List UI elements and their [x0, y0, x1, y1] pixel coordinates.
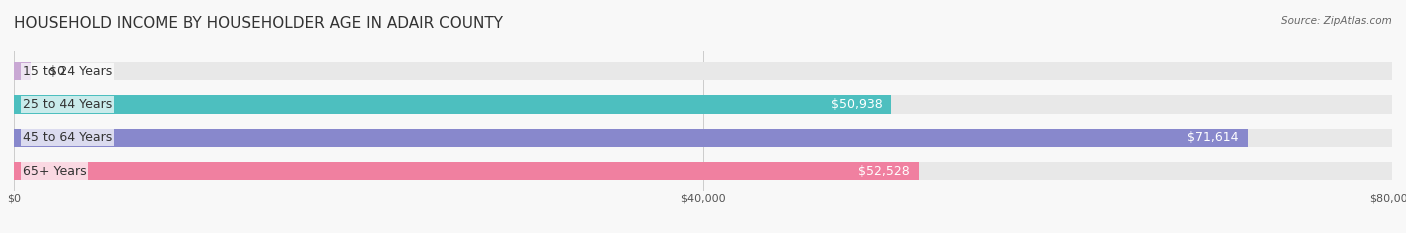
Text: $52,528: $52,528	[859, 164, 910, 178]
Text: 25 to 44 Years: 25 to 44 Years	[22, 98, 112, 111]
Text: 45 to 64 Years: 45 to 64 Years	[22, 131, 112, 144]
Bar	[14, 162, 918, 180]
Bar	[14, 129, 1392, 147]
Text: $71,614: $71,614	[1188, 131, 1239, 144]
Text: 15 to 24 Years: 15 to 24 Years	[22, 65, 112, 78]
Text: $50,938: $50,938	[831, 98, 883, 111]
Text: Source: ZipAtlas.com: Source: ZipAtlas.com	[1281, 16, 1392, 26]
Text: 65+ Years: 65+ Years	[22, 164, 86, 178]
Bar	[14, 129, 1247, 147]
Bar	[14, 95, 1392, 114]
Bar	[14, 62, 31, 80]
Bar	[14, 162, 1392, 180]
Bar	[14, 62, 1392, 80]
Text: $0: $0	[48, 65, 65, 78]
Text: HOUSEHOLD INCOME BY HOUSEHOLDER AGE IN ADAIR COUNTY: HOUSEHOLD INCOME BY HOUSEHOLDER AGE IN A…	[14, 16, 503, 31]
Bar	[14, 95, 891, 114]
